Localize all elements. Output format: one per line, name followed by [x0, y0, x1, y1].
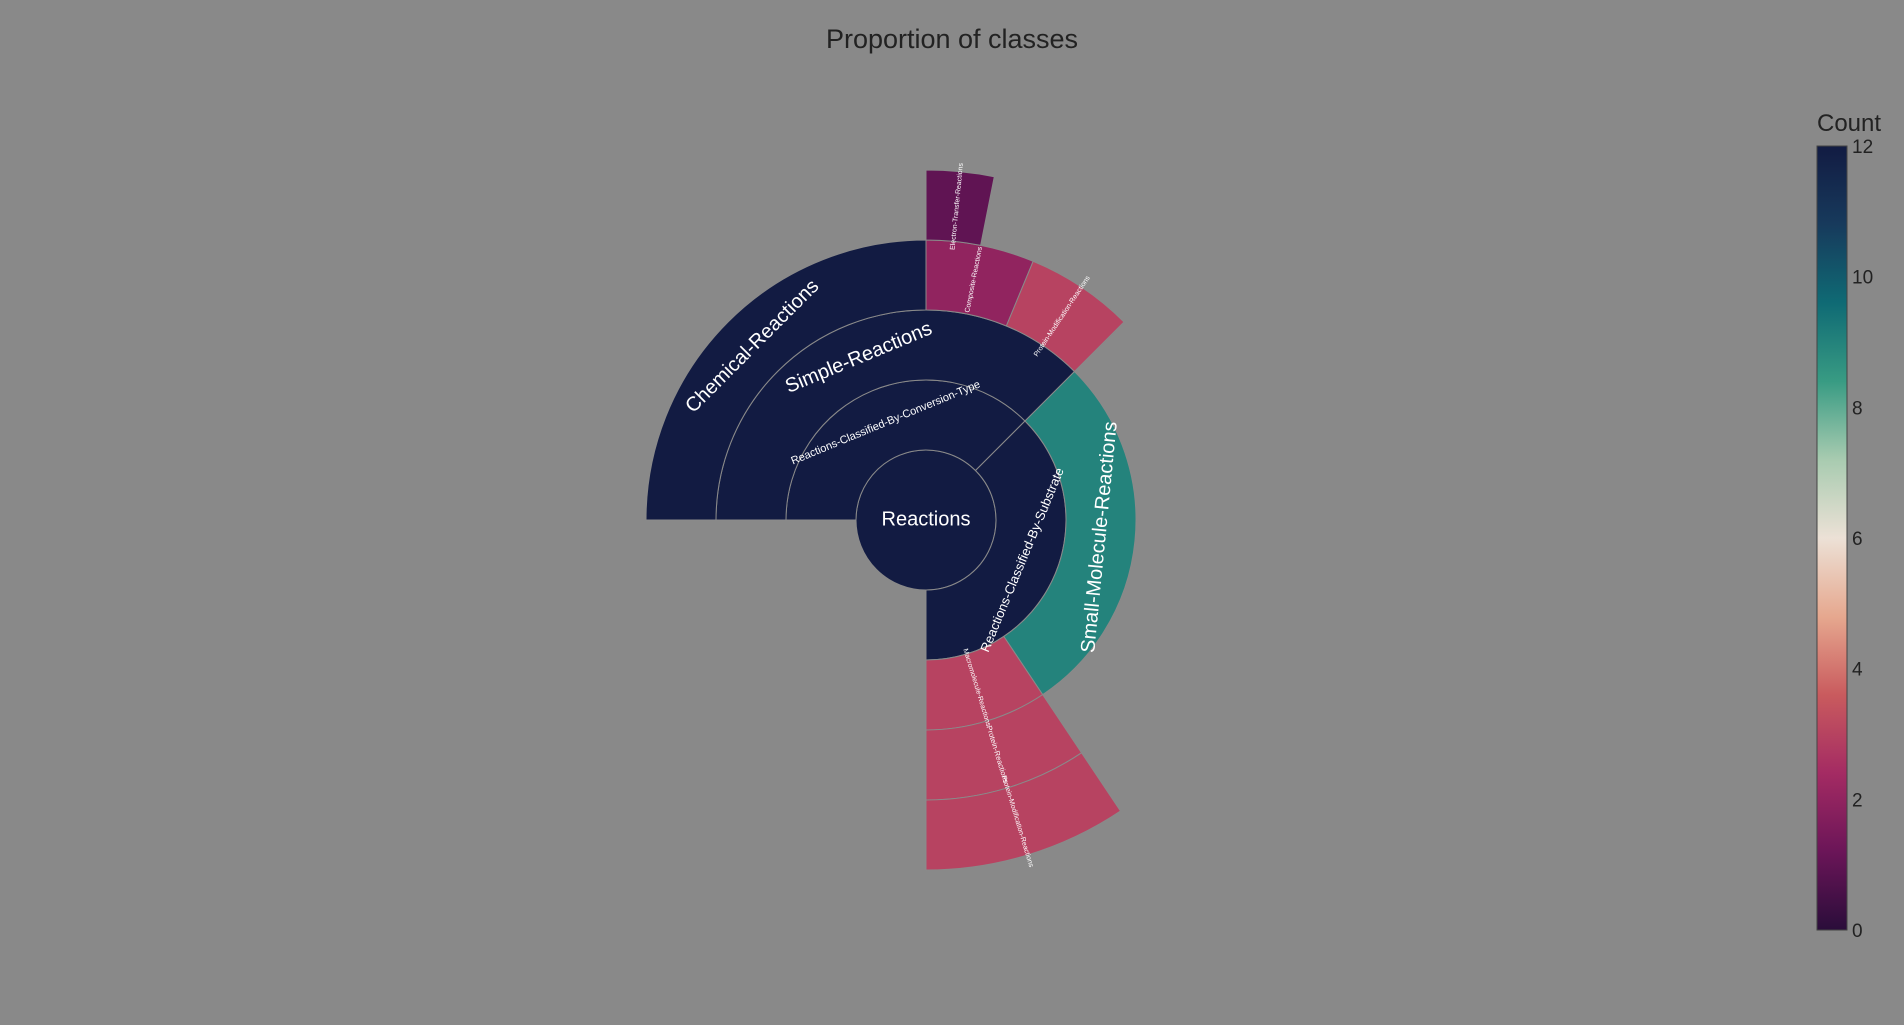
- colorbar-tick-label: 12: [1852, 137, 1873, 158]
- colorbar-title: Count: [1817, 110, 1881, 137]
- sunburst-segment-protein-modification-reactions-1[interactable]: [1005, 260, 1125, 373]
- sunburst-segment-protein-modification-reactions-2[interactable]: [925, 752, 1122, 871]
- colorbar-tick-label: 10: [1852, 268, 1873, 289]
- colorbar: Count 0 2 4 6 8 10 12: [1816, 110, 1881, 942]
- colorbar-ticks: 0 2 4 6 8 10 12: [1852, 137, 1873, 942]
- sunburst-label-reactions: Reactions: [882, 508, 971, 530]
- sunburst-segment-small-molecule-reactions[interactable]: [1003, 370, 1137, 696]
- colorbar-tick-label: 8: [1852, 398, 1863, 419]
- chart-title: Proportion of classes: [826, 24, 1078, 54]
- sunburst-layer: ReactionsReactions-Classified-By-Convers…: [645, 162, 1137, 871]
- sunburst-segment-electron-transfer-reactions[interactable]: [925, 169, 995, 246]
- colorbar-tick-label: 0: [1852, 921, 1863, 942]
- colorbar-tick-label: 4: [1852, 660, 1863, 681]
- colorbar-bar: [1816, 145, 1848, 931]
- colorbar-tick-label: 2: [1852, 790, 1863, 811]
- colorbar-tick-label: 6: [1852, 529, 1863, 550]
